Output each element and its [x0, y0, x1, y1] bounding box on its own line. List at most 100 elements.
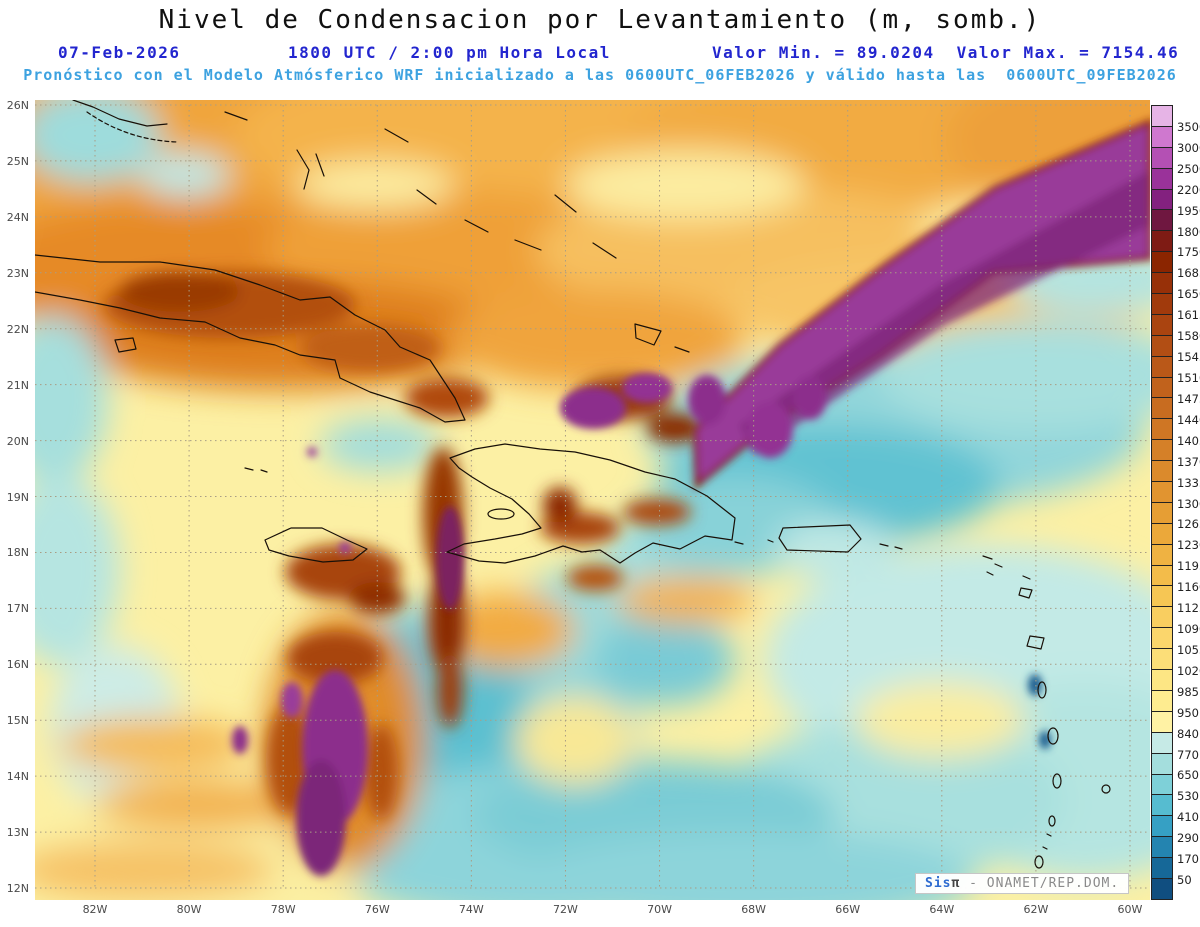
colorbar-segment: [1152, 522, 1172, 544]
colorbar-tick-label: 1195: [1177, 559, 1200, 574]
colorbar: [1151, 105, 1173, 900]
colorbar-tick-label: 1685: [1177, 266, 1200, 281]
colorbar-segment: [1152, 857, 1172, 878]
coast-grenada: [1034, 855, 1044, 869]
colorbar-tick-label: 50: [1177, 873, 1192, 888]
colorbar-tick-label: 1230: [1177, 538, 1200, 553]
colorbar-tick-label: 2200: [1177, 182, 1200, 197]
lat-tick-label: 19N: [6, 490, 29, 504]
lon-tick-label: 72W: [553, 903, 578, 916]
forecast-date: 07-Feb-2026: [58, 43, 181, 62]
colorbar-tick-label: 1090: [1177, 622, 1200, 637]
coast-gonave: [487, 508, 515, 520]
colorbar-segment: [1152, 334, 1172, 356]
graticule: [35, 104, 1150, 889]
colorbar-segment: [1152, 460, 1172, 482]
colorbar-labels: 3500 3000 2500 2200 1950 1800 1750 1685 1650 1615…: [1177, 105, 1200, 900]
colorbar-segment: [1152, 355, 1172, 377]
lat-axis: 26N 25N 24N 23N 22N 21N 20N 19N 18N 17N 16N 15N 14N 1…: [0, 99, 32, 900]
colorbar-tick-label: 1405: [1177, 433, 1200, 448]
colorbar-tick-label: 3500: [1177, 119, 1200, 134]
lat-tick-label: 25N: [6, 154, 29, 168]
coast-guadeloupe: [1026, 635, 1045, 650]
colorbar-segment: [1152, 418, 1172, 440]
lat-tick-label: 12N: [6, 882, 29, 896]
colorbar-tick-label: 2500: [1177, 161, 1200, 176]
lat-tick-label: 20N: [6, 434, 29, 448]
lat-tick-label: 13N: [6, 826, 29, 840]
colorbar-tick-label: 290: [1177, 831, 1199, 846]
watermark-sis: Sis: [925, 876, 952, 891]
lon-tick-label: 74W: [458, 903, 484, 916]
colorbar-segment: [1152, 209, 1172, 231]
lon-tick-label: 64W: [929, 903, 955, 916]
colorbar-segment: [1152, 564, 1172, 586]
colorbar-tick-label: 1020: [1177, 663, 1200, 678]
coast-florida: [72, 100, 168, 127]
colorbar-tick-label: 950: [1177, 705, 1199, 720]
colorbar-tick-label: 650: [1177, 768, 1199, 783]
colorbar-segment: [1152, 397, 1172, 419]
colorbar-segment: [1152, 125, 1172, 147]
colorbar-tick-label: 1265: [1177, 517, 1200, 532]
colorbar-segment: [1152, 648, 1172, 670]
colorbar-segment: [1152, 230, 1172, 252]
field-layer-purple: [232, 119, 1150, 876]
colorbar-tick-label: 1475: [1177, 391, 1200, 406]
lat-tick-label: 24N: [6, 210, 29, 224]
coast-mona-saona: [734, 539, 774, 545]
colorbar-segment: [1152, 836, 1172, 858]
coast-isla-juventud: [114, 337, 137, 353]
lat-tick-label: 14N: [6, 770, 29, 784]
colorbar-tick-label: 1580: [1177, 329, 1200, 344]
watermark: Sisπ - ONAMET/REP.DOM.: [915, 873, 1130, 894]
watermark-org: - ONAMET/REP.DOM.: [960, 876, 1120, 891]
lon-tick-label: 66W: [835, 903, 861, 916]
colorbar-segment: [1152, 313, 1172, 335]
colorbar-segment: [1152, 669, 1172, 690]
lon-axis: 82W 80W 78W 76W 74W 72W 70W 68W 66W 64W 62W 60W: [35, 903, 1150, 919]
colorbar-tick-label: 410: [1177, 810, 1199, 825]
coast-st-lucia: [1052, 773, 1062, 789]
coast-ne-antilles: [982, 555, 1031, 580]
lon-tick-label: 62W: [1023, 903, 1049, 916]
coast-antigua: [1018, 587, 1033, 599]
colorbar-tick-label: 1750: [1177, 245, 1200, 260]
coast-martinique: [1047, 727, 1059, 745]
coast-bahamas: [224, 111, 617, 259]
coast-grenadines: [1042, 833, 1052, 850]
coast-hispaniola: [446, 443, 736, 564]
lon-tick-label: 82W: [82, 903, 108, 916]
colorbar-segment: [1152, 543, 1172, 565]
colorbar-tick-label: 1545: [1177, 350, 1200, 365]
coastlines: [35, 100, 1111, 869]
map-area: Sisπ - ONAMET/REP.DOM.: [35, 100, 1150, 900]
coast-barbados: [1101, 784, 1111, 794]
forecast-time: 1800 UTC / 2:00 pm Hora Local: [288, 43, 611, 62]
model-init-line: Pronóstico con el Modelo Atmósferico WRF…: [23, 66, 1177, 84]
colorbar-tick-label: 3000: [1177, 140, 1200, 155]
lat-tick-label: 22N: [6, 322, 29, 336]
coast-jamaica: [264, 527, 368, 563]
colorbar-segment: [1152, 585, 1172, 607]
coast-st-vincent: [1048, 815, 1056, 827]
colorbar-segment: [1152, 815, 1172, 837]
colorbar-tick-label: 1510: [1177, 370, 1200, 385]
colorbar-segment: [1152, 167, 1172, 189]
watermark-pi-icon: π: [951, 876, 961, 891]
lon-tick-label: 68W: [741, 903, 767, 916]
colorbar-segment: [1152, 501, 1172, 523]
page-title: Nivel de Condensacion por Levantamiento …: [158, 5, 1042, 35]
lon-tick-label: 60W: [1117, 903, 1143, 916]
lat-tick-label: 21N: [6, 378, 29, 392]
colorbar-segment: [1152, 794, 1172, 816]
coast-cuba: [35, 254, 466, 423]
lat-tick-label: 16N: [6, 658, 29, 672]
colorbar-tick-label: 1055: [1177, 642, 1200, 657]
coast-cayman: [244, 467, 268, 473]
map-field-svg: [35, 100, 1150, 900]
colorbar-segment: [1152, 752, 1172, 774]
colorbar-segment: [1152, 877, 1172, 899]
coast-virgin-islands: [879, 543, 903, 550]
colorbar-segment: [1152, 731, 1172, 753]
